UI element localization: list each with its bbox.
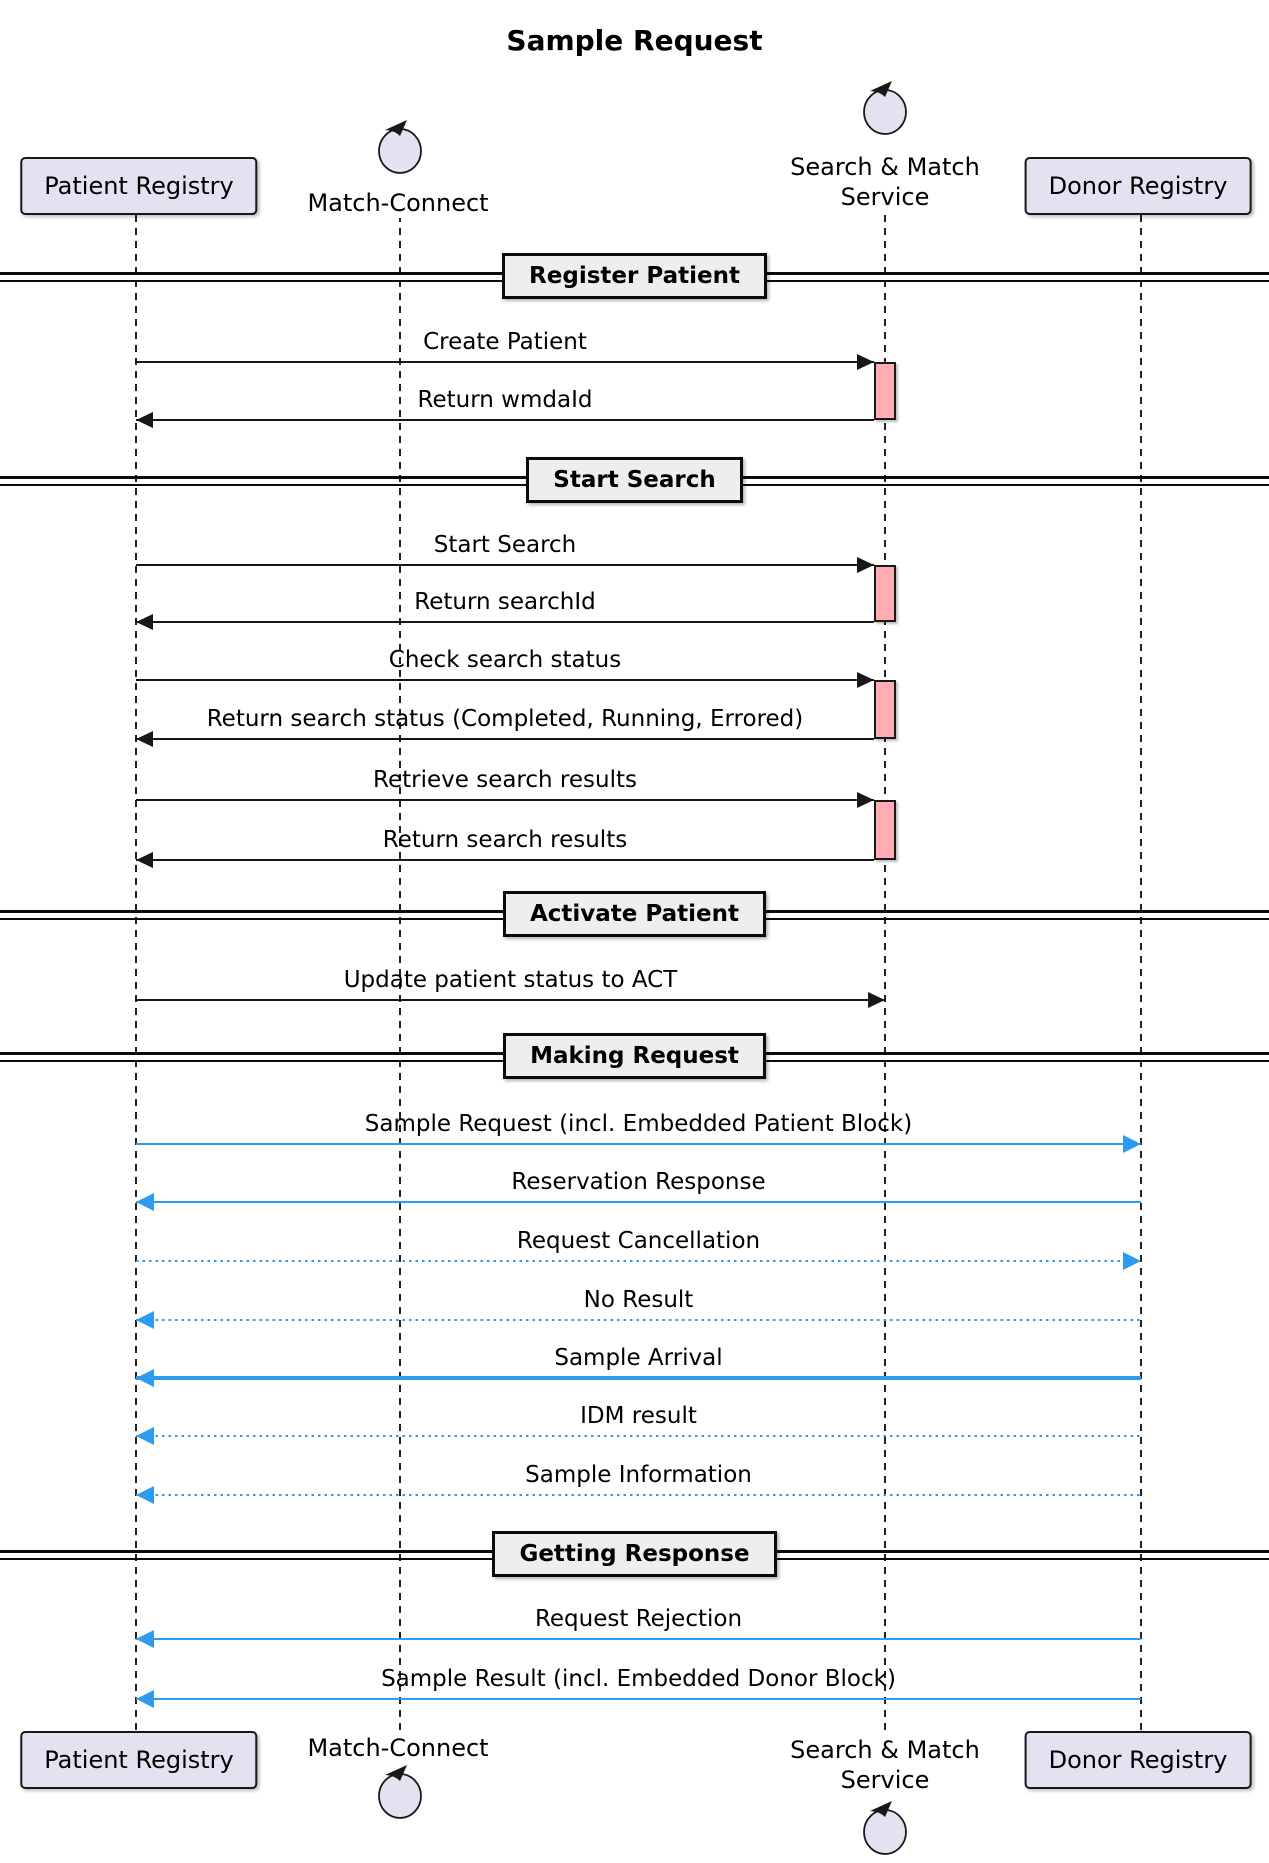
lifeline-patient-registry [135, 215, 137, 1731]
message-label: Return search status (Completed, Running… [206, 706, 804, 732]
arrowhead-icon [136, 1690, 154, 1708]
message-label: Return searchId [414, 589, 596, 615]
message-label: Start Search [433, 532, 577, 558]
section-divider-start-search: Start Search [0, 457, 1269, 503]
arrowhead-icon [136, 731, 153, 747]
section-divider-label: Register Patient [502, 253, 767, 299]
arrowhead-icon [136, 1486, 154, 1504]
lifeline-match-connect [399, 215, 401, 1731]
participant-label-line: Service [840, 183, 930, 211]
message-arrow-line [136, 361, 874, 363]
message-arrow-line [136, 679, 874, 681]
arrowhead-icon [136, 1193, 154, 1211]
section-divider-label: Making Request [503, 1033, 766, 1079]
activation-bar [874, 680, 896, 739]
arrowhead-icon [857, 672, 874, 688]
section-divider-label: Start Search [526, 457, 743, 503]
arrowhead-icon [857, 354, 874, 370]
participant-label-match-connect-bottom: Match-Connect [307, 1733, 489, 1763]
message-label: Check search status [388, 647, 622, 673]
section-divider-making-request: Making Request [0, 1033, 1269, 1079]
participant-label: Match-Connect [307, 189, 489, 217]
message-arrow-line [136, 1318, 1141, 1322]
message-arrow-line [136, 419, 874, 421]
participant-box-patient-registry-top: Patient Registry [20, 157, 258, 215]
message-label: Sample Request (incl. Embedded Patient B… [364, 1111, 913, 1137]
lifeline-donor-registry [1140, 215, 1142, 1731]
arrowhead-icon [857, 557, 874, 573]
activation-bar [874, 800, 896, 860]
arrowhead-icon [136, 1630, 154, 1648]
arrowhead-icon [136, 852, 153, 868]
arrowhead-icon [136, 412, 153, 428]
participant-label: Patient Registry [44, 1746, 234, 1774]
message-label: Update patient status to ACT [343, 967, 678, 993]
section-divider-label: Getting Response [492, 1531, 777, 1577]
arrowhead-icon [1123, 1252, 1141, 1270]
participant-box-donor-registry-top: Donor Registry [1024, 157, 1252, 215]
arrowhead-icon [136, 1427, 154, 1445]
arrowhead-icon [136, 1311, 154, 1329]
section-divider-activate-patient: Activate Patient [0, 891, 1269, 937]
participant-label: Patient Registry [44, 172, 234, 200]
section-divider-label: Activate Patient [502, 891, 767, 937]
participant-label: Donor Registry [1048, 172, 1228, 200]
message-label: Reservation Response [511, 1169, 766, 1195]
control-loop-arrow-icon [374, 1764, 426, 1824]
message-arrow-line [136, 1142, 1141, 1146]
message-arrow-line [136, 621, 874, 623]
message-arrow-line [136, 1376, 1141, 1380]
arrowhead-icon [1123, 1135, 1141, 1153]
participant-label-search-match-top: Search & Match Service [790, 152, 980, 212]
arrowhead-icon [136, 614, 153, 630]
section-divider-getting-response: Getting Response [0, 1531, 1269, 1577]
message-label: Create Patient [423, 329, 587, 355]
message-arrow-line [136, 1200, 1141, 1204]
participant-label-match-connect-top: Match-Connect [307, 188, 489, 218]
participant-label-line: Search & Match [790, 153, 980, 181]
message-arrow-line [136, 859, 874, 861]
message-label: Sample Information [525, 1462, 752, 1488]
message-arrow-line [136, 738, 874, 740]
message-label: Retrieve search results [373, 767, 637, 793]
message-label: Sample Result (incl. Embedded Donor Bloc… [381, 1666, 896, 1692]
participant-label-line: Service [840, 1766, 930, 1794]
participant-label: Donor Registry [1048, 1746, 1228, 1774]
control-loop-arrow-icon [859, 1800, 911, 1860]
participant-box-patient-registry-bottom: Patient Registry [20, 1731, 258, 1789]
activation-bar [874, 565, 896, 622]
diagram-title: Sample Request [506, 24, 763, 57]
message-arrow-line [136, 1259, 1141, 1263]
message-arrow-line [136, 1637, 1141, 1641]
activation-bar [874, 362, 896, 420]
arrowhead-icon [136, 1369, 154, 1387]
message-label: Return wmdaId [417, 387, 593, 413]
message-arrow-line [136, 799, 874, 801]
lifeline-search-match [884, 215, 886, 1731]
control-loop-arrow-icon [374, 119, 426, 179]
section-divider-register-patient: Register Patient [0, 253, 1269, 299]
message-arrow-line [136, 999, 885, 1001]
message-arrow-line [136, 564, 874, 566]
message-arrow-line [136, 1493, 1141, 1497]
participant-label-search-match-bottom: Search & Match Service [790, 1735, 980, 1795]
message-arrow-line [136, 1434, 1141, 1438]
message-label: No Result [583, 1287, 694, 1313]
arrowhead-icon [857, 792, 874, 808]
message-label: Request Rejection [534, 1606, 743, 1632]
message-label: Sample Arrival [554, 1345, 723, 1371]
message-label: Return search results [382, 827, 628, 853]
participant-box-donor-registry-bottom: Donor Registry [1024, 1731, 1252, 1789]
participant-label: Match-Connect [307, 1734, 489, 1762]
message-label: IDM result [580, 1403, 697, 1429]
arrowhead-icon [868, 992, 885, 1008]
participant-label-line: Search & Match [790, 1736, 980, 1764]
message-arrow-line [136, 1697, 1141, 1701]
message-label: Request Cancellation [516, 1228, 761, 1254]
control-loop-arrow-icon [859, 80, 911, 140]
